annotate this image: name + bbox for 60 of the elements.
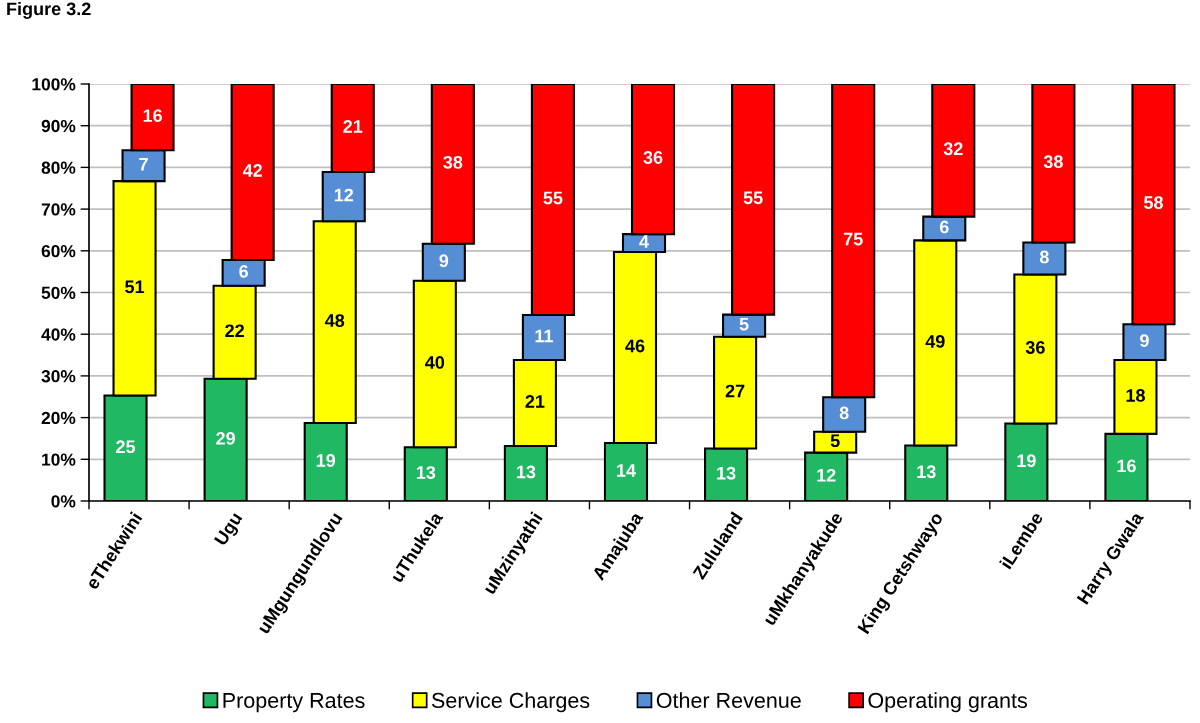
data-label: 27 xyxy=(725,384,745,398)
data-label: 12 xyxy=(334,188,354,202)
data-label: 14 xyxy=(617,464,636,477)
y-tick-label: 70% xyxy=(41,203,76,216)
y-tick-label: 100% xyxy=(32,78,76,91)
y-tick-label: 40% xyxy=(41,328,76,341)
data-label: 51 xyxy=(125,280,145,294)
chart-title: Figure 3.2 xyxy=(7,2,91,19)
data-label: 55 xyxy=(543,191,563,205)
data-label: 4 xyxy=(639,235,649,248)
y-tick-label: 10% xyxy=(42,453,76,466)
y-tick-label: 60% xyxy=(41,244,76,258)
data-label: 18 xyxy=(1126,389,1145,402)
y-tick-label: 20% xyxy=(41,411,76,425)
data-label: 36 xyxy=(1025,341,1045,354)
data-label: 40 xyxy=(425,356,445,369)
data-label: 22 xyxy=(225,324,244,337)
data-label: 21 xyxy=(343,120,363,133)
data-label: 8 xyxy=(1039,250,1049,264)
data-label: 5 xyxy=(830,434,840,448)
legend-label: Property Rates xyxy=(223,693,365,713)
data-label: 16 xyxy=(1117,459,1136,473)
legend-label: Operating grants xyxy=(868,692,1027,713)
data-label: 21 xyxy=(525,395,545,408)
data-label: 75 xyxy=(843,232,863,246)
data-label: 6 xyxy=(239,264,249,278)
legend-label: Other Revenue xyxy=(656,692,801,709)
data-label: 25 xyxy=(116,440,136,454)
data-label: 42 xyxy=(242,164,262,177)
data-label: 38 xyxy=(443,155,463,169)
y-tick-label: 90% xyxy=(41,119,76,133)
legend-label: Service Charges xyxy=(431,692,590,713)
data-label: 19 xyxy=(1017,454,1036,468)
data-label: 13 xyxy=(416,466,436,479)
data-label: 9 xyxy=(1140,334,1149,347)
data-label: 8 xyxy=(839,406,849,420)
data-label: 9 xyxy=(439,254,449,268)
data-label: 12 xyxy=(817,468,836,482)
data-label: 48 xyxy=(324,314,345,327)
data-label: 13 xyxy=(917,465,936,479)
data-label: 55 xyxy=(743,191,763,205)
data-label: 6 xyxy=(939,220,949,234)
y-tick-label: 0% xyxy=(51,495,76,508)
data-label: 29 xyxy=(216,431,235,445)
data-label: 46 xyxy=(625,339,645,353)
data-label: 19 xyxy=(316,454,336,467)
data-label: 16 xyxy=(143,109,162,122)
data-label: 5 xyxy=(739,317,749,331)
y-tick-label: 50% xyxy=(41,286,76,299)
data-label: 13 xyxy=(717,466,736,480)
data-label: 11 xyxy=(535,329,553,343)
data-label: 38 xyxy=(1043,155,1063,169)
data-label: 13 xyxy=(516,465,536,479)
y-tick-label: 80% xyxy=(41,161,76,174)
data-label: 49 xyxy=(925,335,945,348)
data-label: 58 xyxy=(1143,196,1163,209)
data-label: 7 xyxy=(139,157,148,171)
data-label: 36 xyxy=(643,151,663,164)
data-label: 32 xyxy=(943,142,963,156)
y-tick-label: 30% xyxy=(41,370,76,383)
